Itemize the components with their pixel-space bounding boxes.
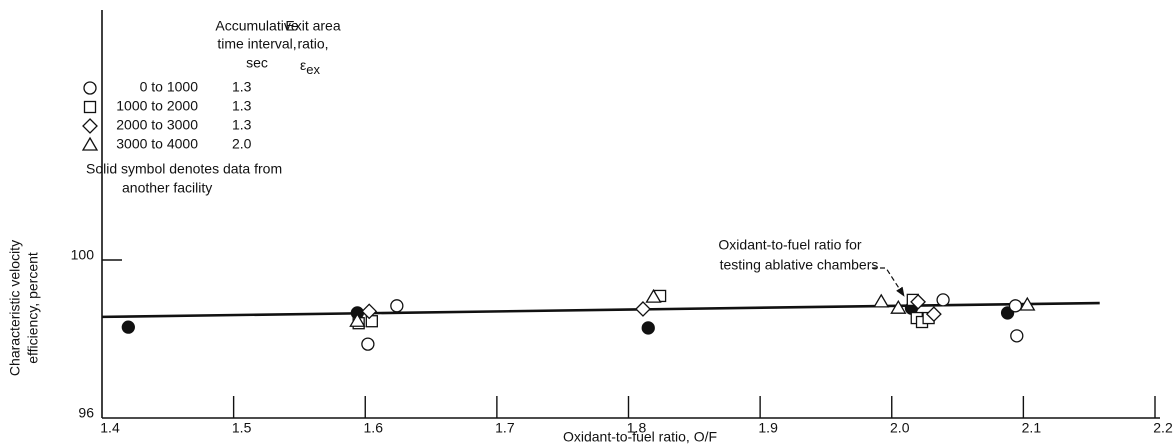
point	[1008, 299, 1023, 313]
legend-label: 1000 to 2000	[116, 98, 198, 114]
legend-ratio: 1.3	[232, 79, 252, 95]
point	[910, 293, 926, 310]
legend-header: ratio,	[297, 36, 328, 52]
legend-header: Exit area	[285, 18, 340, 34]
point	[361, 337, 375, 351]
annotation: Oxidant-to-fuel ratio for	[718, 237, 862, 253]
legend-header: Accumulative	[215, 18, 298, 34]
note: Solid symbol denotes data from	[86, 161, 282, 177]
legend-ratio: 2.0	[232, 136, 252, 152]
x-tick-label: 2.0	[890, 420, 910, 436]
legend-symbol	[82, 118, 98, 134]
point	[925, 306, 942, 323]
legend-symbol	[83, 100, 97, 114]
fit-line	[101, 301, 1100, 319]
legend-ratio: 1.3	[232, 117, 252, 133]
legend-symbol	[83, 81, 97, 95]
x-tick-label: 1.9	[758, 420, 778, 436]
y-title-line: efficiency, percent	[25, 252, 41, 364]
legend-header: sec	[246, 55, 268, 71]
point	[873, 293, 890, 308]
point	[641, 321, 655, 335]
legend-ratio: 1.3	[232, 98, 252, 114]
legend-symbol	[81, 136, 99, 151]
legend-header: time interval,	[217, 36, 296, 52]
point	[1010, 329, 1024, 343]
point	[936, 293, 950, 307]
legend-header: εex	[300, 57, 320, 78]
point	[645, 288, 662, 303]
point	[361, 303, 378, 320]
y-axis-title: Characteristic velocity efficiency, perc…	[7, 240, 41, 376]
x-tick-label: 1.8	[627, 420, 647, 436]
x-tick-label: 1.4	[100, 420, 120, 436]
annotation-arrow	[872, 267, 905, 297]
point	[390, 299, 404, 313]
legend-label: 3000 to 4000	[116, 136, 198, 152]
x-tick-label: 1.6	[364, 420, 384, 436]
note: another facility	[122, 180, 212, 196]
y-title-line: Characteristic velocity	[7, 240, 23, 376]
point	[635, 301, 651, 317]
x-tick-label: 1.5	[232, 420, 252, 436]
ratio-subscript: ex	[306, 62, 320, 77]
y-tick-label: 96	[78, 405, 94, 421]
point	[1019, 296, 1036, 311]
annotation: testing ablative chambers	[720, 257, 879, 273]
y-tick-label: 100	[71, 247, 95, 263]
legend-label: 0 to 1000	[140, 79, 199, 95]
x-tick-label: 1.7	[495, 420, 515, 436]
point	[121, 320, 135, 334]
x-tick-label: 2.2	[1153, 420, 1173, 436]
legend-label: 2000 to 3000	[116, 117, 198, 133]
point	[890, 299, 907, 314]
x-axis-title: Oxidant-to-fuel ratio, O/F	[563, 429, 717, 444]
ratio-symbol: ε	[300, 57, 306, 73]
x-tick-label: 2.1	[1022, 420, 1042, 436]
point	[349, 312, 366, 327]
